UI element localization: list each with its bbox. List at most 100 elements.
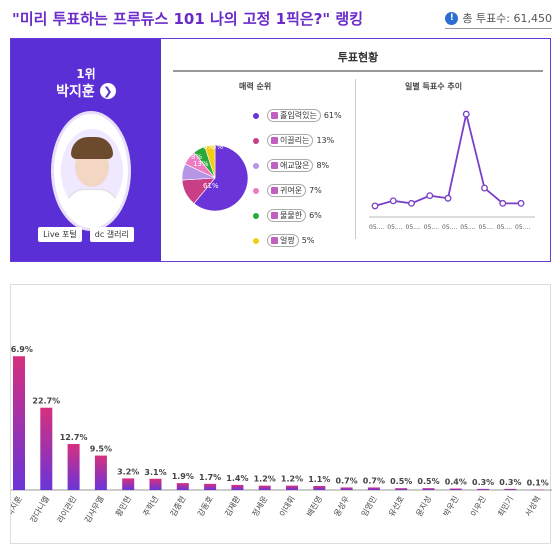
bar[interactable] <box>13 356 25 490</box>
legend-item[interactable]: 귀여운 7% <box>253 184 322 197</box>
bar-category-label: 주학년 <box>141 494 161 518</box>
bar[interactable] <box>504 488 517 490</box>
legend-item[interactable]: 홀입력있는 61% <box>253 109 342 122</box>
trend-point[interactable] <box>481 184 488 192</box>
legend-pct: 13% <box>316 136 335 145</box>
legend-dot <box>253 137 259 144</box>
bar[interactable] <box>40 407 53 490</box>
bar[interactable] <box>367 487 380 490</box>
trend-x-label: 05.... <box>369 224 384 231</box>
pie-slice[interactable] <box>204 144 216 179</box>
trend-title: 일별 득표수 추이 <box>405 82 463 91</box>
bar-category-label: 최민기 <box>495 494 515 518</box>
legend-pct: 5% <box>301 236 315 245</box>
bar-value-label: 0.7% <box>336 476 358 485</box>
trend-point[interactable] <box>499 199 507 207</box>
legend-dot <box>253 162 259 169</box>
bar-category-label: 라이관린 <box>55 494 78 525</box>
pie-slice-label: 8% <box>191 153 202 161</box>
legend-item[interactable]: 이끌리는 13% <box>253 134 334 147</box>
bar-category-label: 임영민 <box>359 494 379 518</box>
total-votes-label: 총 투표수: 61,450 <box>462 12 552 25</box>
total-votes: ! 총 투표수: 61,450 <box>445 10 552 29</box>
trend-x-label: 05.... <box>460 224 475 231</box>
legend-item[interactable]: 물물한 6% <box>253 209 322 222</box>
bar[interactable] <box>231 484 244 490</box>
legend-label: 귀여운 <box>280 186 303 195</box>
legend-label: 애교많은 <box>280 161 310 170</box>
bar[interactable] <box>422 488 435 490</box>
legend-dot <box>253 237 259 244</box>
bar-category-label: 김종현 <box>168 494 188 518</box>
trend-x-label: 05.... <box>497 224 512 231</box>
bar[interactable] <box>94 455 107 490</box>
trend-point[interactable] <box>426 192 434 200</box>
tag-icon <box>271 162 278 169</box>
bar[interactable] <box>122 478 135 490</box>
trend-point[interactable] <box>444 194 452 202</box>
daily-votes-line-chart: 05.... 05.... 05.... 05.... 05.... 05.... 05..… <box>369 110 535 231</box>
pie-slice[interactable] <box>193 144 249 212</box>
legend-tag: 이끌리는 <box>267 134 314 147</box>
bar[interactable] <box>395 488 408 490</box>
bar-value-label: 36.9% <box>11 345 33 354</box>
trend-x-label: 05.... <box>387 224 402 231</box>
bar[interactable] <box>149 478 162 490</box>
charm-pie-chart: 61% 13%8%6%5% <box>181 143 249 212</box>
bar-category-label: 강동호 <box>195 494 215 518</box>
bar-category-label: 박지훈 <box>11 494 24 518</box>
bar-category-label: 박우진 <box>441 494 461 518</box>
trend-x-label: 05.... <box>515 224 530 231</box>
legend-item[interactable]: 애교많은 8% <box>253 159 329 172</box>
dc-gallery-button[interactable]: dc 갤러리 <box>89 227 134 242</box>
bar[interactable] <box>449 488 462 490</box>
bar[interactable] <box>313 486 326 490</box>
pie-title: 매력 순위 <box>239 82 272 91</box>
bar-category-label: 황민현 <box>113 494 133 518</box>
bar[interactable] <box>340 487 353 490</box>
vote-status: 투표현황 매력 순위 일별 득표수 추이 61% 13% 8% 6% 5% 홀입력있는 … <box>173 49 543 249</box>
bar[interactable] <box>258 485 271 490</box>
bar[interactable] <box>204 483 217 490</box>
bar-category-label: 정세운 <box>250 494 270 518</box>
bar-value-label: 1.2% <box>254 475 276 484</box>
bar[interactable] <box>176 483 189 490</box>
winner-name-row[interactable]: 박지훈 ❯ <box>11 81 161 101</box>
winner-name[interactable]: 박지훈 <box>56 84 95 100</box>
legend-tag: 얼짱 <box>267 234 299 247</box>
legend-tag: 애교많은 <box>267 159 314 172</box>
info-icon[interactable]: ! <box>445 11 459 25</box>
bar-value-label: 3.1% <box>144 468 166 477</box>
bar-value-label: 1.7% <box>199 473 221 482</box>
tag-icon <box>271 187 278 194</box>
trend-point[interactable] <box>517 199 525 207</box>
legend-label: 홀입력있는 <box>280 111 317 120</box>
tag-icon <box>271 212 278 219</box>
pie-slice-label: 5% <box>212 143 223 151</box>
bar[interactable] <box>67 443 80 490</box>
legend-item[interactable]: 얼짱 5% <box>253 234 314 247</box>
bar-category-label: 옹성우 <box>332 495 351 519</box>
vote-status-title: 투표현황 <box>173 49 543 72</box>
page-header: "미리 투표하는 프루듀스 101 나의 고정 1픽은?" 랭킹 ! 총 투표수… <box>12 4 552 34</box>
trend-x-label: 05.... <box>424 224 439 231</box>
arrow-right-icon[interactable]: ❯ <box>99 83 116 99</box>
bar-value-label: 12.7% <box>60 433 88 442</box>
page-title: "미리 투표하는 프루듀스 101 나의 고정 1픽은?" 랭킹 <box>12 10 364 28</box>
trend-x-label: 05.... <box>406 224 421 231</box>
tag-icon <box>271 237 278 244</box>
trend-point[interactable] <box>462 110 470 118</box>
pie-slice-label: 13% <box>193 160 209 168</box>
bar[interactable] <box>286 485 298 490</box>
bar-category-label: 이대휘 <box>277 494 297 518</box>
bar[interactable] <box>477 488 490 490</box>
legend-pct: 6% <box>309 211 322 220</box>
trend-point[interactable] <box>408 199 415 207</box>
live-portal-button[interactable]: Live 포털 <box>38 227 82 242</box>
bar[interactable] <box>531 489 544 491</box>
bar-value-label: 1.1% <box>308 475 330 484</box>
legend-tag: 귀여운 <box>267 184 307 197</box>
trend-point[interactable] <box>371 202 379 210</box>
bar-category-label: 유선호 <box>387 495 406 519</box>
trend-point[interactable] <box>389 197 397 205</box>
